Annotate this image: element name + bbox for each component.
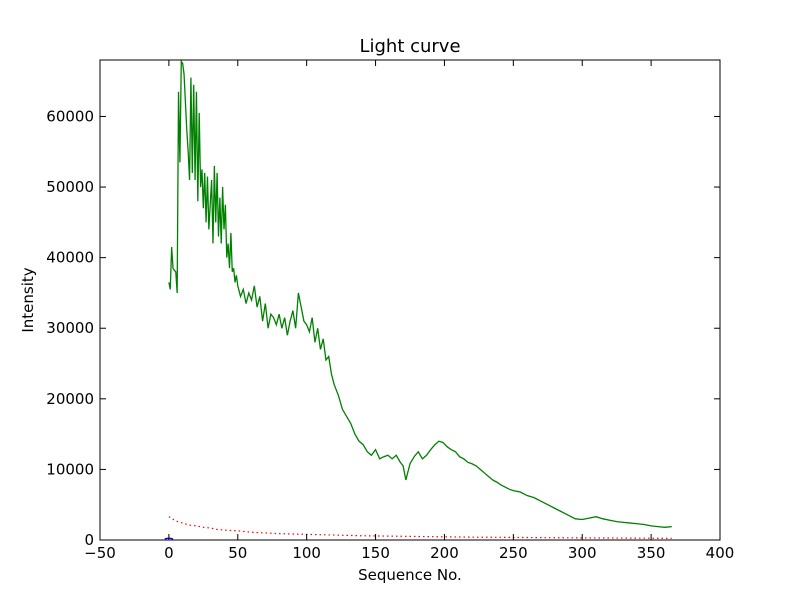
- x-tick-label: 200: [430, 544, 459, 562]
- y-tick-label: 60000: [46, 107, 94, 125]
- x-axis-label: Sequence No.: [358, 566, 462, 584]
- plot-frame: [99, 59, 721, 541]
- x-tick-label: 100: [292, 544, 321, 562]
- y-tick-label: 20000: [46, 390, 94, 408]
- x-tick-label: 350: [637, 544, 666, 562]
- plot-area: [164, 60, 672, 540]
- axes: −50 0 50 100 150 200 250 300 350 4000100002000030…: [46, 59, 735, 562]
- series-line-0: [168, 60, 672, 528]
- chart-title: Light curve: [359, 36, 460, 57]
- y-tick-label: 30000: [46, 319, 94, 337]
- y-tick-label: 50000: [46, 178, 94, 196]
- x-tick-label: 50: [228, 544, 247, 562]
- x-tick-label: 300: [568, 544, 597, 562]
- y-tick-label: 10000: [46, 460, 94, 478]
- x-tick-label: 150: [361, 544, 390, 562]
- y-axis-label: Intensity: [19, 267, 37, 332]
- series-line-1: [168, 516, 672, 539]
- x-tick-label: 0: [164, 544, 174, 562]
- x-tick-label: 250: [499, 544, 528, 562]
- y-tick-label: 0: [84, 531, 94, 549]
- x-tick-label: 400: [706, 544, 735, 562]
- y-tick-label: 40000: [46, 249, 94, 267]
- x-tick-label: −50: [84, 544, 116, 562]
